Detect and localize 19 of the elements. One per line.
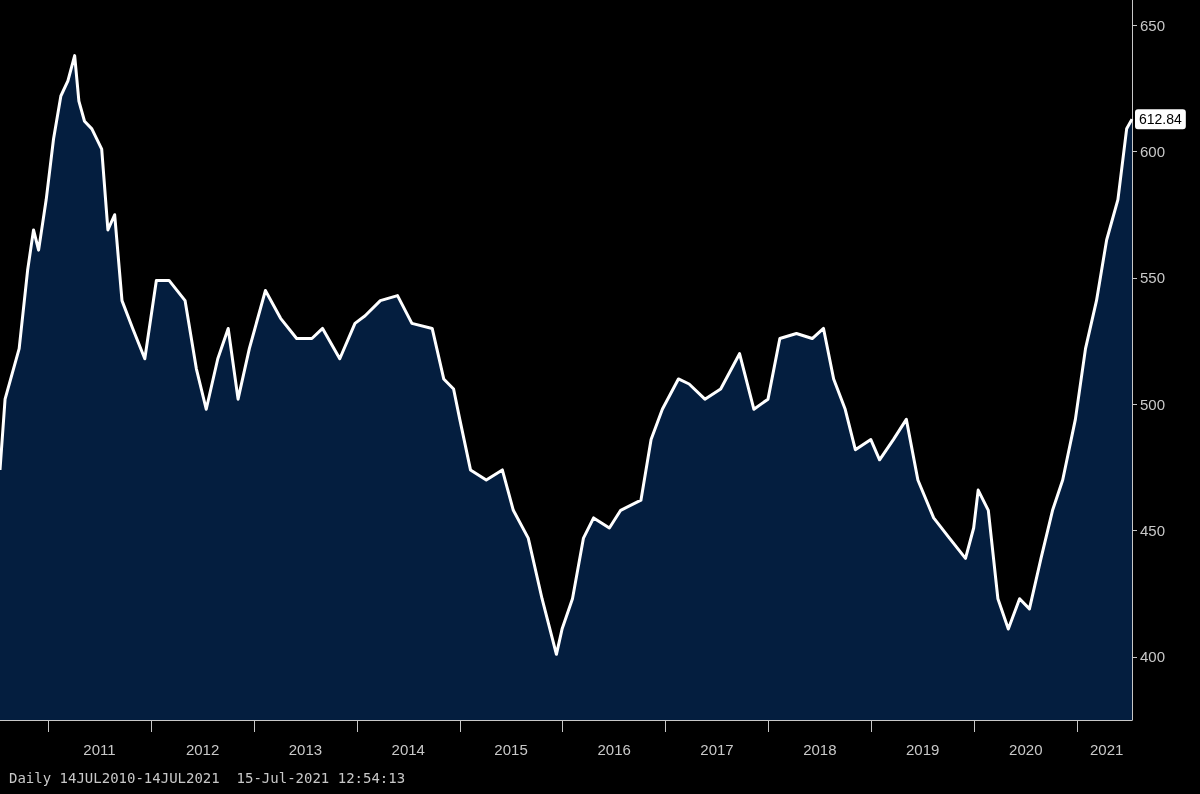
x-tick-label: 2011: [83, 741, 116, 758]
x-tick-label: 2020: [1009, 741, 1043, 758]
x-tick-label: 2015: [494, 741, 528, 758]
x-tick-label: 2016: [597, 741, 631, 758]
y-tick-label: 550: [1140, 269, 1166, 287]
x-tick-label: 2014: [391, 741, 425, 758]
annotation: 612.84: [1139, 111, 1183, 128]
y-tick-label: 400: [1140, 648, 1166, 666]
y-tick-label: 450: [1140, 522, 1166, 540]
x-tick-label: 2021: [1089, 741, 1124, 758]
x-tick-label: 2019: [905, 741, 940, 758]
x-tick-label: 2012: [185, 741, 220, 758]
y-tick-label: 500: [1140, 395, 1166, 413]
x-tick-label: 2017: [700, 741, 734, 758]
y-tick-label: 600: [1140, 143, 1166, 161]
x-tick-label: 2013: [288, 741, 323, 758]
x-tick-label: 2018: [803, 741, 837, 758]
y-tick-label: 650: [1140, 16, 1166, 34]
text: Daily 14JUL2010-14JUL2021 15-Jul-2021 12:54:13: [9, 770, 406, 786]
